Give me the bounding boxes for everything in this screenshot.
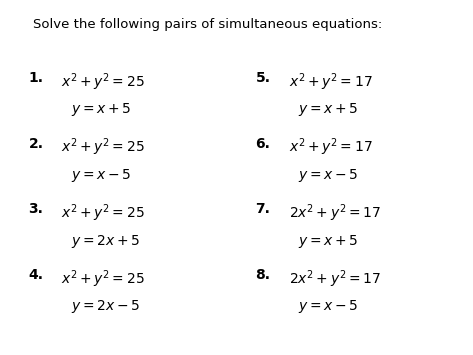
Text: Solve the following pairs of simultaneous equations:: Solve the following pairs of simultaneou… (33, 18, 382, 31)
Text: $y = x + 5$: $y = x + 5$ (298, 101, 359, 118)
Text: $y = 2x + 5$: $y = 2x + 5$ (71, 233, 140, 250)
Text: $y = x + 5$: $y = x + 5$ (298, 233, 359, 250)
Text: $y = x - 5$: $y = x - 5$ (71, 167, 131, 184)
Text: 7.: 7. (255, 202, 270, 216)
Text: $x^2 + y^2 = 17$: $x^2 + y^2 = 17$ (289, 71, 372, 93)
Text: 6.: 6. (255, 137, 270, 151)
Text: 5.: 5. (255, 71, 271, 85)
Text: 4.: 4. (28, 268, 44, 282)
Text: $x^2 + y^2 = 17$: $x^2 + y^2 = 17$ (289, 137, 372, 158)
Text: $y = x + 5$: $y = x + 5$ (71, 101, 131, 118)
Text: $x^2 + y^2 = 25$: $x^2 + y^2 = 25$ (61, 202, 145, 224)
Text: 2.: 2. (28, 137, 44, 151)
Text: $2x^2 + y^2 = 17$: $2x^2 + y^2 = 17$ (289, 268, 381, 290)
Text: $2x^2 + y^2 = 17$: $2x^2 + y^2 = 17$ (289, 202, 381, 224)
Text: 1.: 1. (28, 71, 44, 85)
Text: $x^2 + y^2 = 25$: $x^2 + y^2 = 25$ (61, 268, 145, 290)
Text: $y = x - 5$: $y = x - 5$ (298, 167, 359, 184)
Text: $x^2 + y^2 = 25$: $x^2 + y^2 = 25$ (61, 71, 145, 93)
Text: $x^2 + y^2 = 25$: $x^2 + y^2 = 25$ (61, 137, 145, 158)
Text: $y = 2x - 5$: $y = 2x - 5$ (71, 298, 140, 315)
Text: 8.: 8. (255, 268, 271, 282)
Text: 3.: 3. (28, 202, 43, 216)
Text: $y = x - 5$: $y = x - 5$ (298, 298, 359, 315)
